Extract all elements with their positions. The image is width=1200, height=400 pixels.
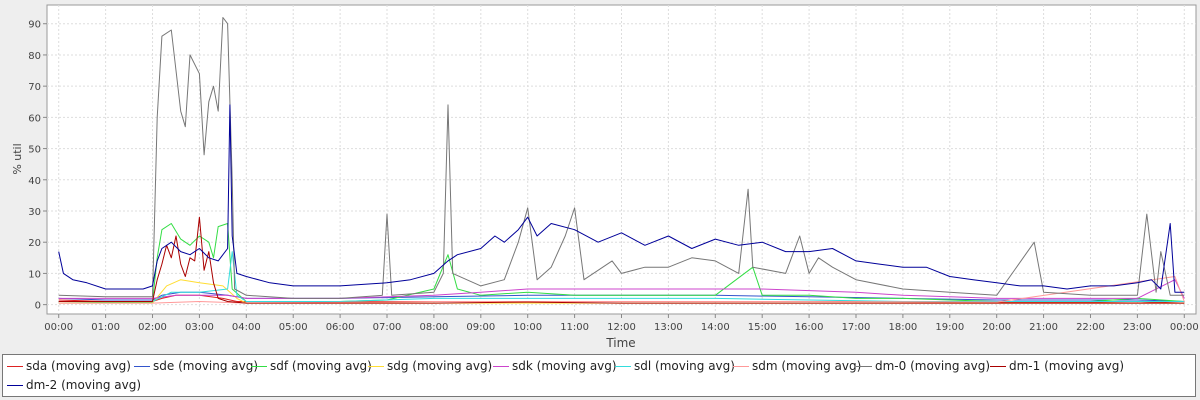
y-tick-label: 50 <box>28 145 41 156</box>
legend-label: sda (moving avg) <box>26 359 131 373</box>
x-tick-label: 12:00 <box>607 322 636 333</box>
y-tick-label: 60 <box>28 113 41 124</box>
x-tick-label: 20:00 <box>982 322 1011 333</box>
series-line-sdk <box>58 279 1185 299</box>
x-tick-label: 10:00 <box>513 322 542 333</box>
x-tick-label: 06:00 <box>326 322 355 333</box>
legend-swatch <box>733 366 749 367</box>
y-tick-label: 40 <box>28 176 41 187</box>
legend-swatch <box>990 366 1006 367</box>
legend-swatch <box>368 366 384 367</box>
series-line-dm-2 <box>58 104 1185 293</box>
y-tick-label: 20 <box>28 238 41 249</box>
x-tick-label: 19:00 <box>935 322 964 333</box>
series-line-sdf <box>58 223 1185 303</box>
line-chart: 00:00 01:00 02:00 03:00 04:00 05:00 06:00 07:00… <box>11 4 1199 350</box>
x-tick-label: 07:00 <box>373 322 402 333</box>
chart-legend: sda (moving avg) sde (moving avg) sdf (mov… <box>2 354 1196 397</box>
y-tick-label: 80 <box>28 51 41 62</box>
x-tick-label: 13:00 <box>654 322 683 333</box>
x-tick-label: 03:00 <box>185 322 214 333</box>
legend-label: sdm (moving avg) <box>752 359 862 373</box>
legend-label: sde (moving avg) <box>153 359 259 373</box>
x-tick-label: 16:00 <box>795 322 824 333</box>
x-tick-label: 01:00 <box>91 322 120 333</box>
legend-swatch <box>251 366 267 367</box>
series-line-dm-1 <box>58 216 1185 304</box>
legend-swatch <box>134 366 150 367</box>
legend-swatch <box>7 385 23 386</box>
legend-label: dm-0 (moving avg) <box>875 359 991 373</box>
x-axis-label: Time <box>605 336 635 350</box>
legend-label: sdf (moving avg) <box>270 359 372 373</box>
legend-swatch <box>493 366 509 367</box>
legend-label: sdk (moving avg) <box>512 359 617 373</box>
x-tick-label: 02:00 <box>138 322 167 333</box>
y-axis-label: % util <box>11 143 24 174</box>
series-line-dm-0 <box>58 17 1185 299</box>
y-tick-label: 90 <box>28 20 41 31</box>
legend-swatch <box>615 366 631 367</box>
series-line-sdm <box>58 276 1185 304</box>
x-tick-label: 22:00 <box>1076 322 1105 333</box>
x-tick-label: 14:00 <box>701 322 730 333</box>
plot-area <box>46 4 1197 315</box>
x-tick-label: 21:00 <box>1029 322 1058 333</box>
y-tick-label: 10 <box>28 269 41 280</box>
y-tick-label: 0 <box>35 301 41 312</box>
x-axis-ticks: 00:00 01:00 02:00 03:00 04:00 05:00 06:00 07:00… <box>44 314 1199 333</box>
y-tick-label: 30 <box>28 207 41 218</box>
legend-label: dm-2 (moving avg) <box>26 378 142 392</box>
legend-label: dm-1 (moving avg) <box>1009 359 1125 373</box>
x-tick-label: 09:00 <box>466 322 495 333</box>
y-axis-ticks: 0 10 20 30 40 50 60 70 80 90 <box>28 20 47 312</box>
series-lines <box>58 17 1185 304</box>
grid-lines <box>47 5 1196 314</box>
x-tick-label: 17:00 <box>842 322 871 333</box>
x-tick-label: 18:00 <box>888 322 917 333</box>
x-tick-label: 00:00 <box>1170 322 1199 333</box>
x-tick-label: 15:00 <box>748 322 777 333</box>
x-tick-label: 08:00 <box>419 322 448 333</box>
legend-swatch <box>7 366 23 367</box>
x-tick-label: 04:00 <box>232 322 261 333</box>
x-tick-label: 11:00 <box>560 322 589 333</box>
x-tick-label: 23:00 <box>1123 322 1152 333</box>
legend-swatch <box>856 366 872 367</box>
x-tick-label: 00:00 <box>44 322 73 333</box>
x-tick-label: 05:00 <box>279 322 308 333</box>
legend-label: sdg (moving avg) <box>387 359 493 373</box>
legend-label: sdl (moving avg) <box>634 359 735 373</box>
y-tick-label: 70 <box>28 82 41 93</box>
series-line-sde <box>58 291 1185 302</box>
